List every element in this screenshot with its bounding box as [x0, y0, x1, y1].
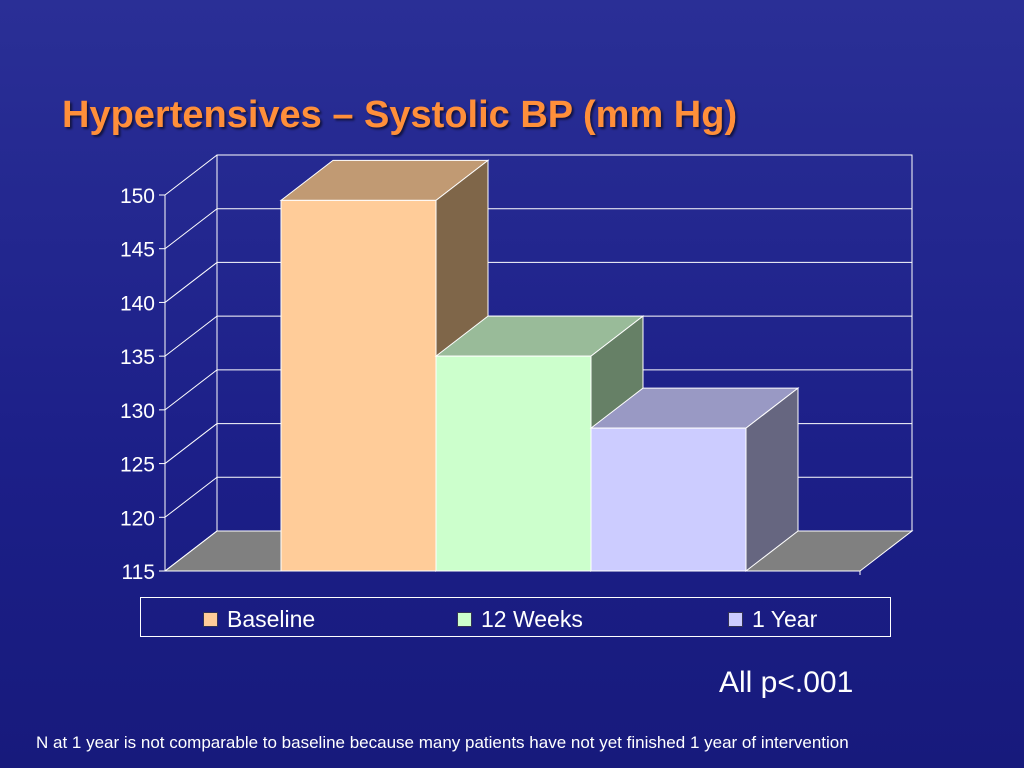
legend-item-12-weeks: 12 Weeks	[457, 606, 583, 633]
y-tick-label: 135	[120, 346, 155, 369]
y-tick-label: 145	[120, 239, 155, 262]
gridline-side	[164, 208, 218, 250]
bars	[165, 159, 861, 575]
gridline-side	[164, 423, 218, 464]
gridline-side	[164, 530, 218, 572]
legend-label-baseline: Baseline	[227, 606, 316, 632]
legend-swatch-12-weeks	[457, 612, 472, 627]
legend-label-12-weeks: 12 Weeks	[481, 606, 583, 632]
y-tick-label: 130	[120, 400, 155, 423]
gridline-side	[164, 476, 218, 518]
legend-swatch-1-year	[728, 612, 743, 627]
bar-baseline	[280, 199, 437, 572]
y-tick-label: 125	[120, 454, 155, 477]
legend-item-1-year: 1 Year	[728, 606, 817, 633]
gridline-side	[164, 262, 218, 303]
legend-label-1-year: 1 Year	[752, 606, 818, 632]
y-tick-label: 140	[120, 292, 155, 315]
y-tick-label: 120	[120, 507, 155, 530]
legend-item-baseline: Baseline	[203, 606, 315, 633]
y-axis: 115 120 125 130 135 140 145 150	[120, 185, 165, 584]
gridline-side	[164, 315, 218, 357]
y-tick-label: 150	[120, 185, 155, 208]
gridline-side	[164, 154, 218, 196]
bar-1-year	[590, 427, 747, 572]
footnote: N at 1 year is not comparable to baselin…	[36, 733, 849, 752]
chart-legend: Baseline 12 Weeks 1 Year	[140, 597, 891, 637]
bar-12-weeks	[435, 355, 592, 572]
slide-title: Hypertensives – Systolic BP (mm Hg)	[62, 94, 738, 136]
p-value-note: All p<.001	[719, 666, 854, 699]
legend-swatch-baseline	[203, 612, 218, 627]
gridline-side	[164, 369, 218, 411]
y-tick-label: 115	[122, 561, 155, 584]
